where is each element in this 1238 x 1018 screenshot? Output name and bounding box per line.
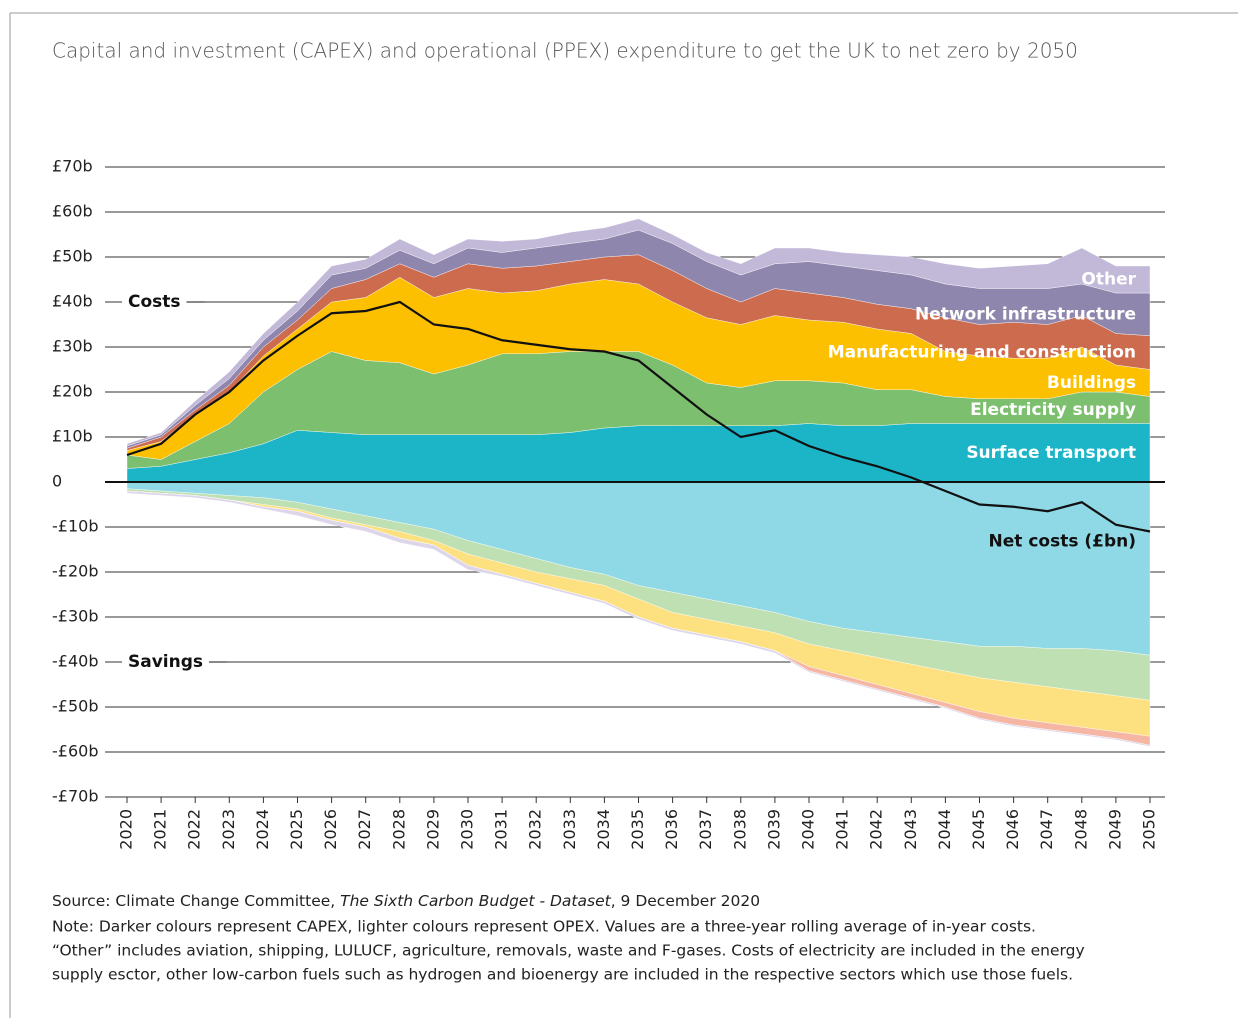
- source-title: The Sixth Carbon Budget - Dataset: [340, 892, 611, 910]
- x-tick-label: 2032: [526, 809, 545, 850]
- y-tick-label: £60b: [52, 202, 93, 221]
- x-tick-label: 2040: [799, 809, 818, 850]
- areas: [126, 218, 1151, 747]
- source: Source: Climate Change Committee, The Si…: [52, 892, 760, 910]
- y-tick-label: £30b: [52, 337, 93, 356]
- x-tick-label: 2033: [560, 809, 579, 850]
- annotation-bg: [122, 291, 187, 313]
- overlay: Costs Savings: [105, 291, 1165, 673]
- series-label: Manufacturing and construction: [828, 343, 1136, 363]
- x-tick-label: 2031: [492, 809, 511, 850]
- series-label: Electricity supply: [970, 400, 1136, 420]
- x-tick-label: 2047: [1037, 809, 1056, 850]
- y-tick-label: -£30b: [52, 607, 98, 626]
- x-tick-label: 2028: [389, 809, 408, 850]
- y-tick-label: £50b: [52, 247, 93, 266]
- y-tick-label: -£10b: [52, 517, 98, 536]
- source-date: , 9 December 2020: [611, 892, 760, 910]
- cost-area: [126, 218, 1151, 447]
- y-tick-label: £10b: [52, 427, 93, 446]
- annotation: Savings: [128, 652, 203, 672]
- x-tick-label: 2034: [594, 809, 613, 850]
- annotation-bg: [122, 651, 210, 673]
- note: Note: Darker colours represent CAPEX, li…: [52, 918, 1036, 936]
- net-line: [126, 300, 1151, 533]
- series-label: Other: [1081, 270, 1136, 290]
- note: “Other” includes aviation, shipping, LUL…: [52, 942, 1085, 960]
- x-tick-label: 2020: [117, 809, 136, 850]
- x-tick-label: 2045: [969, 809, 988, 850]
- x-tick-label: 2021: [151, 809, 170, 850]
- x-tick-label: 2035: [628, 809, 647, 850]
- y-tick-label: -£60b: [52, 742, 98, 761]
- series-label: Network infrastructure: [915, 304, 1136, 324]
- x-tick-label: 2041: [833, 809, 852, 850]
- x-tick-label: 2050: [1140, 809, 1159, 850]
- y-tick-label: £70b: [52, 157, 93, 176]
- y-tick-label: £20b: [52, 382, 93, 401]
- x-tick-label: 2046: [1003, 809, 1022, 850]
- note: supply esctor, other low-carbon fuels su…: [52, 966, 1073, 984]
- series-label: Surface transport: [966, 443, 1136, 463]
- x-tick-label: 2049: [1105, 809, 1124, 850]
- x-tick-label: 2027: [355, 809, 374, 850]
- chart-title: Capital and investment (CAPEX) and opera…: [52, 39, 1078, 63]
- x-tick-label: 2030: [458, 809, 477, 850]
- x-tick-label: 2029: [423, 809, 442, 850]
- net-line-label: Net costs (£bn): [989, 532, 1136, 552]
- x-tick-label: 2024: [253, 809, 272, 850]
- savings-area: [126, 490, 1151, 747]
- y-tick-label: -£70b: [52, 787, 98, 806]
- x-tick-label: 2036: [662, 809, 681, 850]
- y-tick-label: £40b: [52, 292, 93, 311]
- x-tick-label: 2048: [1071, 809, 1090, 850]
- x-tick-label: 2037: [696, 809, 715, 850]
- y-tick-label: -£20b: [52, 562, 98, 581]
- x-tick-label: 2044: [935, 809, 954, 850]
- x-tick-label: 2043: [901, 809, 920, 850]
- x-tick-label: 2042: [867, 809, 886, 850]
- x-tick-label: 2023: [219, 809, 238, 850]
- y-tick-label: 0: [52, 472, 62, 491]
- x-tick-label: 2039: [764, 809, 783, 850]
- y-tick-label: -£40b: [52, 652, 98, 671]
- x-tick-label: 2038: [730, 809, 749, 850]
- source-text: Source: Climate Change Committee,: [52, 892, 340, 910]
- x-tick-label: 2022: [185, 809, 204, 850]
- x-tick-label: 2025: [287, 809, 306, 850]
- x-tick-label: 2026: [321, 809, 340, 850]
- series-label: Buildings: [1047, 373, 1136, 393]
- annotation: Costs: [128, 292, 181, 312]
- y-tick-label: -£50b: [52, 697, 98, 716]
